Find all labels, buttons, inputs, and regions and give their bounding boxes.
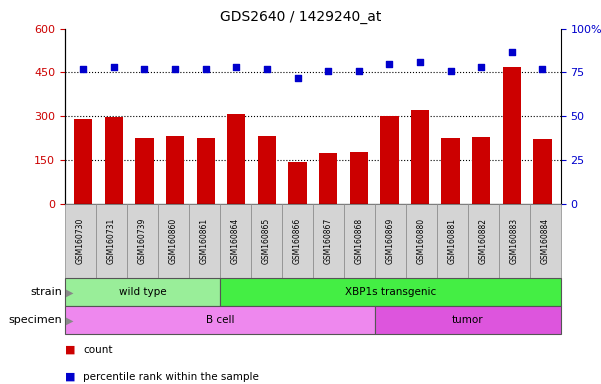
Text: GDS2640 / 1429240_at: GDS2640 / 1429240_at (220, 10, 381, 23)
Text: GSM160867: GSM160867 (324, 218, 333, 264)
Bar (441, 138, 460, 204)
Bar (166, 136, 185, 204)
Text: GSM160861: GSM160861 (200, 218, 209, 264)
Point (170, 66, 180, 72)
Point (262, 66, 272, 72)
Text: GSM160860: GSM160860 (169, 218, 178, 264)
Bar (472, 137, 490, 204)
Bar (74, 119, 93, 204)
Text: GSM160730: GSM160730 (76, 218, 85, 264)
Text: GSM160865: GSM160865 (262, 218, 271, 264)
Point (354, 68, 364, 74)
Text: wild type: wild type (118, 287, 166, 298)
Point (109, 64, 118, 70)
Text: tumor: tumor (452, 315, 484, 326)
Bar (135, 138, 154, 204)
Text: ■: ■ (65, 345, 75, 355)
Bar (105, 117, 123, 204)
Bar (502, 67, 521, 204)
Text: GSM160739: GSM160739 (138, 218, 147, 264)
Text: GSM160868: GSM160868 (355, 218, 364, 264)
Point (79, 66, 88, 72)
Bar (258, 136, 276, 204)
Point (293, 74, 302, 81)
Text: ▶: ▶ (66, 315, 73, 326)
Text: B cell: B cell (206, 315, 234, 326)
Text: GSM160883: GSM160883 (510, 218, 519, 264)
Bar (350, 152, 368, 204)
Bar (380, 116, 398, 204)
Point (446, 68, 456, 74)
Text: GSM160866: GSM160866 (293, 218, 302, 264)
Point (385, 61, 394, 67)
Text: percentile rank within the sample: percentile rank within the sample (83, 372, 259, 382)
Text: XBP1s transgenic: XBP1s transgenic (344, 287, 436, 298)
Point (323, 68, 333, 74)
Text: GSM160869: GSM160869 (386, 218, 395, 264)
Text: GSM160731: GSM160731 (107, 218, 116, 264)
Point (507, 48, 517, 55)
Text: GSM160881: GSM160881 (448, 218, 457, 264)
Bar (227, 114, 245, 204)
Text: strain: strain (30, 287, 62, 298)
Text: GSM160882: GSM160882 (479, 218, 488, 264)
Point (231, 64, 241, 70)
Text: ▶: ▶ (66, 287, 73, 298)
Text: specimen: specimen (8, 315, 62, 326)
Bar (288, 162, 307, 204)
Text: GSM160884: GSM160884 (541, 218, 550, 264)
Text: count: count (83, 345, 112, 355)
Point (201, 66, 210, 72)
Bar (319, 152, 337, 204)
Bar (533, 139, 552, 204)
Point (139, 66, 149, 72)
Point (415, 59, 425, 65)
Text: GSM160880: GSM160880 (416, 218, 426, 264)
Point (537, 66, 547, 72)
Bar (410, 110, 429, 204)
Text: ■: ■ (65, 372, 75, 382)
Text: GSM160864: GSM160864 (231, 218, 240, 264)
Bar (197, 138, 215, 204)
Point (477, 64, 486, 70)
